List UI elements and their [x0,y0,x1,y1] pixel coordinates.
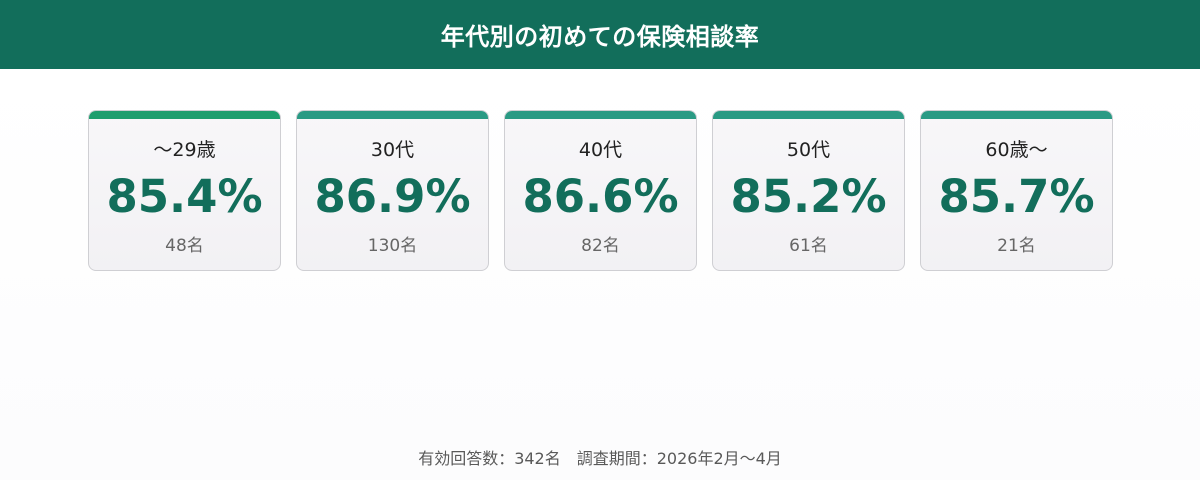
card-accent-bar [713,111,904,119]
card-accent-bar [505,111,696,119]
header-bar: 年代別の初めての保険相談率 [0,0,1200,69]
respondent-count: 48名 [165,236,204,256]
respondent-count: 61名 [789,236,828,256]
consultation-rate-value: 85.2% [730,170,887,223]
age-group-label: 40代 [578,139,623,161]
consultation-rate-value: 86.9% [314,170,471,223]
consultation-rate-value: 85.4% [106,170,263,223]
card-accent-bar [297,111,488,119]
stat-card: 60歳〜 85.7% 21名 [920,110,1113,271]
consultation-rate-value: 85.7% [938,170,1095,223]
respondent-count: 130名 [367,236,418,256]
content-area: 〜29歳 85.4% 48名 30代 86.9% 130名 40代 86.6% 82名 50代 85… [0,69,1200,480]
age-group-label: 〜29歳 [153,139,216,161]
stat-card: 30代 86.9% 130名 [296,110,489,271]
page-title: 年代別の初めての保険相談率 [440,23,760,51]
stat-card: 〜29歳 85.4% 48名 [88,110,281,271]
card-accent-bar [89,111,280,119]
age-group-label: 60歳〜 [985,139,1048,161]
respondent-count: 82名 [581,236,620,256]
survey-footnote: 有効回答数：342名 調査期間：2026年2月〜4月 [418,449,782,468]
stat-card: 50代 85.2% 61名 [712,110,905,271]
age-group-label: 30代 [370,139,415,161]
respondent-count: 21名 [997,236,1036,256]
stat-cards: 〜29歳 85.4% 48名 30代 86.9% 130名 40代 86.6% 82名 50代 85… [88,110,1113,271]
age-group-label: 50代 [786,139,831,161]
stat-card: 40代 86.6% 82名 [504,110,697,271]
consultation-rate-value: 86.6% [522,170,679,223]
card-accent-bar [921,111,1112,119]
